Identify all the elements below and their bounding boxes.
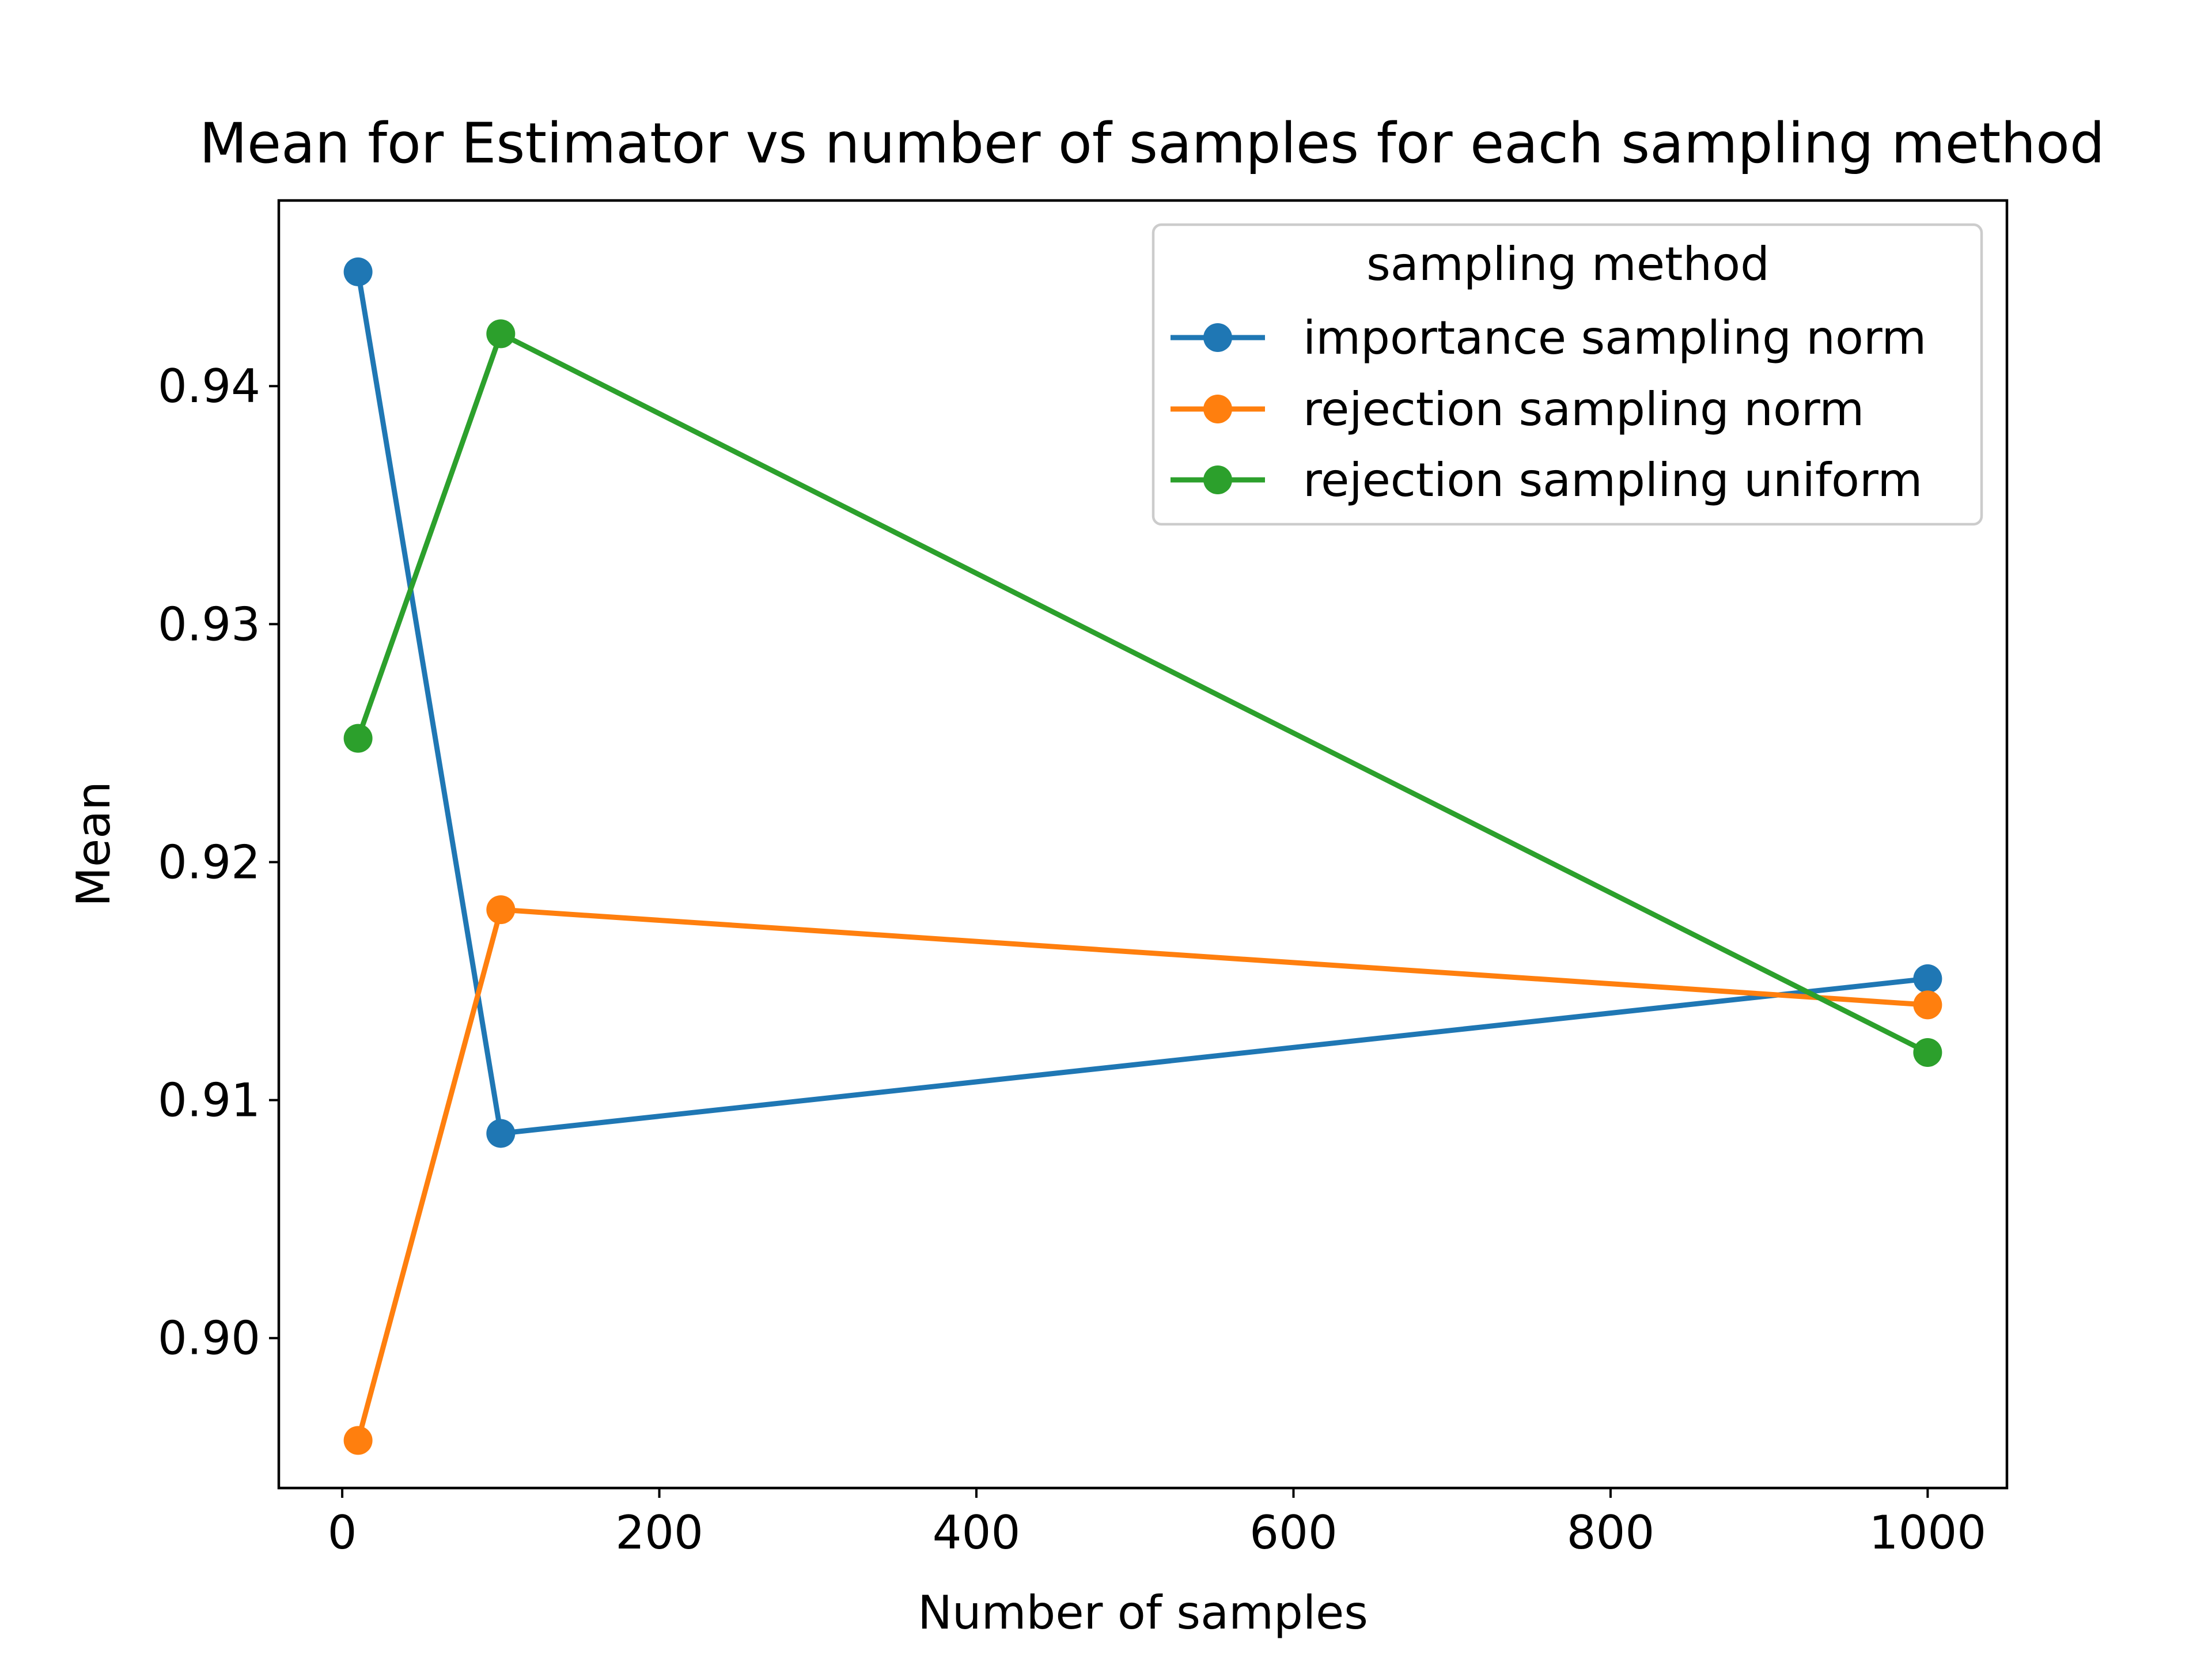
data-point — [1913, 964, 1942, 993]
legend-label: importance sampling norm — [1303, 311, 1926, 365]
x-tick-label: 1000 — [1869, 1506, 1987, 1559]
data-point — [486, 895, 516, 925]
legend-label: rejection sampling norm — [1303, 383, 1864, 436]
y-tick-label: 0.90 — [158, 1312, 260, 1365]
y-tick-label: 0.93 — [158, 597, 260, 651]
x-tick-label: 600 — [1249, 1506, 1338, 1559]
data-point — [343, 724, 373, 753]
chart-title: Mean for Estimator vs number of samples … — [199, 111, 2105, 176]
y-tick-label: 0.91 — [158, 1074, 260, 1127]
x-axis-label: Number of samples — [918, 1586, 1368, 1640]
plot-frame — [277, 199, 2009, 1490]
plot-area — [343, 257, 1942, 1455]
y-axis-label: Mean — [67, 781, 120, 907]
legend-title: sampling method — [1366, 237, 1770, 291]
data-point — [343, 1426, 373, 1455]
axes: 0 200 400 600 800 1000 0.90 0.91 0.92 0.93 0.94 — [158, 359, 1986, 1559]
data-point — [1913, 1038, 1942, 1067]
legend-label: rejection sampling uniform — [1303, 453, 1922, 507]
data-point — [486, 319, 516, 349]
legend-marker — [1203, 323, 1232, 352]
data-point — [486, 1119, 516, 1148]
legend-marker — [1203, 465, 1232, 494]
x-tick-label: 800 — [1567, 1506, 1655, 1559]
y-tick-label: 0.94 — [158, 359, 260, 413]
x-tick-label: 0 — [328, 1506, 357, 1559]
legend-frame — [1152, 223, 1983, 526]
data-point — [1913, 990, 1942, 1020]
data-point — [343, 257, 373, 286]
legend-marker — [1203, 395, 1232, 423]
x-tick-label: 200 — [615, 1506, 703, 1559]
legend: sampling method importance sampling norm… — [1152, 223, 1983, 526]
y-tick-label: 0.92 — [158, 835, 260, 889]
x-tick-label: 400 — [933, 1506, 1021, 1559]
